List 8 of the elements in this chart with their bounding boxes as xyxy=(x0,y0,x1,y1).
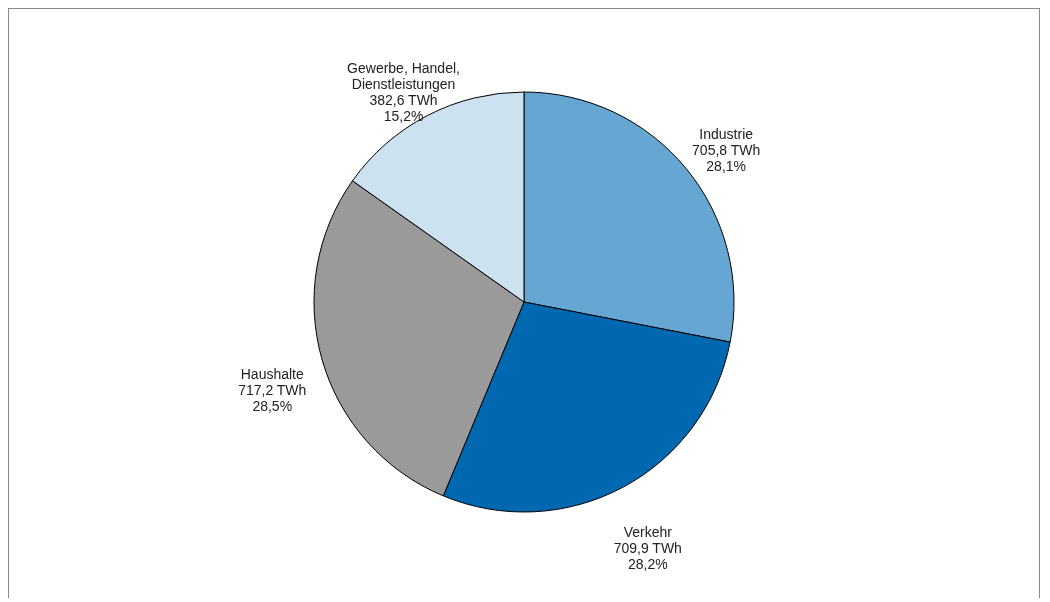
slice-label: Haushalte xyxy=(240,365,304,382)
data-label: 705,8 TWh 28,1% xyxy=(692,142,761,175)
slice-label: Verkehr xyxy=(623,523,673,540)
data-label: 382,6 TWh 15,2% xyxy=(369,92,438,125)
data-label: 717,2 TWh 28,5% xyxy=(238,381,307,414)
data-label: 709,9 TWh 28,2% xyxy=(613,539,682,572)
slice-label: Industrie xyxy=(699,126,754,143)
slice-label: Gewerbe, Handel, Dienstleistungen xyxy=(347,60,460,93)
